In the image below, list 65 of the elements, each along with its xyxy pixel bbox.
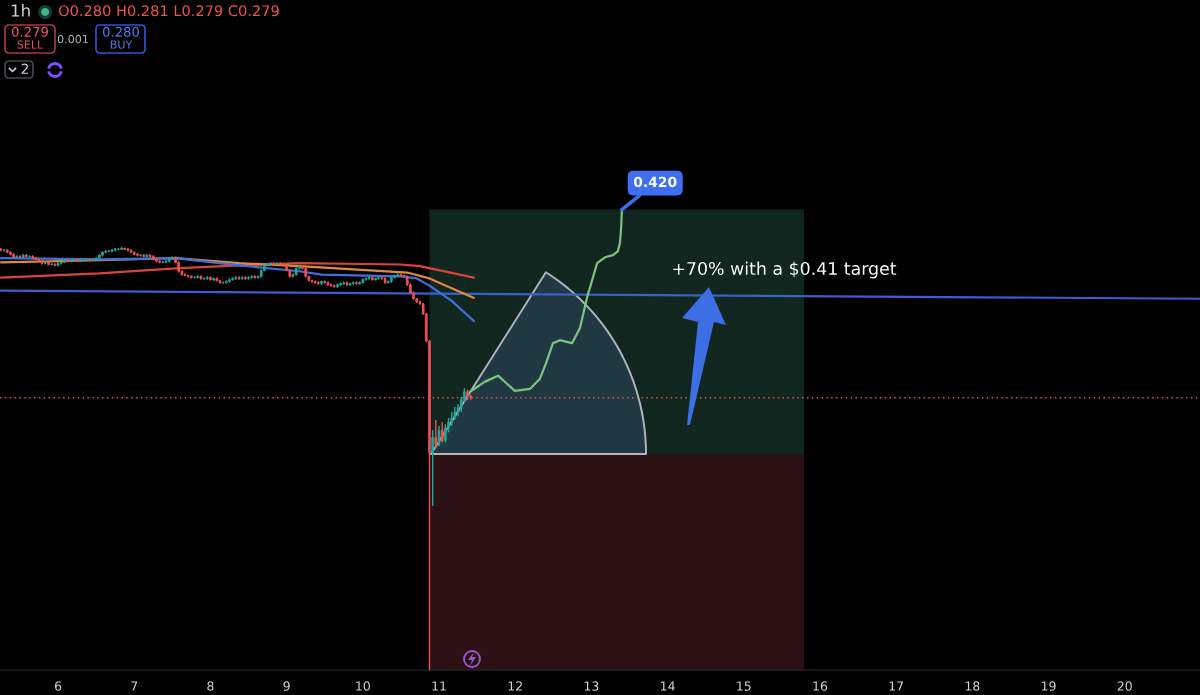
x-tick-label: 19: [1041, 681, 1056, 691]
x-tick-label: 20: [1117, 681, 1132, 691]
candlestick: [374, 276, 377, 282]
candlestick: [355, 280, 358, 286]
candlestick: [44, 260, 47, 266]
text: 0.279: [11, 26, 48, 37]
x-tick-label: 13: [584, 681, 599, 691]
candlestick: [437, 425, 441, 448]
candlestick: [377, 275, 380, 281]
candlestick: [371, 275, 374, 282]
x-tick-label: 18: [965, 681, 980, 691]
candlestick: [158, 259, 161, 264]
candlestick: [434, 419, 438, 450]
x-tick-label: 17: [889, 681, 904, 691]
candlestick: [190, 274, 193, 280]
text: 2: [21, 63, 29, 74]
candlestick: [466, 388, 469, 401]
candlestick: [244, 275, 247, 281]
x-tick-label: 11: [432, 681, 446, 691]
candlestick: [9, 250, 12, 256]
annotation: 0.420: [633, 176, 677, 188]
x-tick-label: 9: [283, 681, 290, 691]
candlestick: [298, 264, 301, 271]
x-tick-label: 10: [356, 681, 370, 691]
chart-subtitle: O0.280 H0.281 L0.279 C0.279: [58, 5, 279, 17]
candlestick: [98, 253, 101, 261]
x-tick-label: 12: [508, 681, 522, 691]
candlestick: [266, 262, 269, 267]
candlestick: [358, 280, 361, 286]
candlestick: [212, 276, 215, 282]
candlestick: [85, 257, 88, 262]
annotation: +70% with a $0.41 target: [673, 261, 897, 279]
candlestick: [209, 275, 212, 282]
x-tick-label: 14: [661, 681, 675, 691]
candlestick: [336, 282, 339, 289]
candlestick: [177, 260, 180, 274]
candlestick: [247, 275, 250, 281]
candlestick: [155, 257, 158, 264]
candlestick: [228, 277, 231, 284]
candlestick: [393, 273, 396, 280]
x-tick-label: 7: [131, 681, 138, 691]
text: SELL: [17, 40, 44, 49]
candlestick: [101, 250, 104, 258]
candlestick: [339, 281, 342, 287]
x-tick-label: 8: [207, 681, 214, 691]
candlestick: [171, 255, 174, 261]
candlestick: [317, 280, 320, 286]
candlestick: [390, 275, 393, 284]
candlestick: [431, 429, 434, 507]
candlestick: [440, 421, 444, 444]
candlestick: [282, 262, 285, 267]
candlestick: [66, 258, 69, 264]
candlestick: [47, 260, 50, 267]
candlestick: [120, 246, 123, 251]
candlestick: [136, 252, 139, 258]
text: 0.001: [57, 34, 88, 44]
candlestick: [320, 279, 323, 286]
x-tick-label: 15: [737, 681, 751, 691]
candlestick: [12, 252, 15, 259]
x-tick-label: 6: [54, 681, 62, 691]
chart-title: 1h: [11, 3, 30, 17]
text: BUY: [110, 40, 133, 49]
candlestick: [63, 258, 66, 264]
x-tick-label: 16: [813, 681, 828, 691]
text: 0.280: [102, 26, 140, 37]
